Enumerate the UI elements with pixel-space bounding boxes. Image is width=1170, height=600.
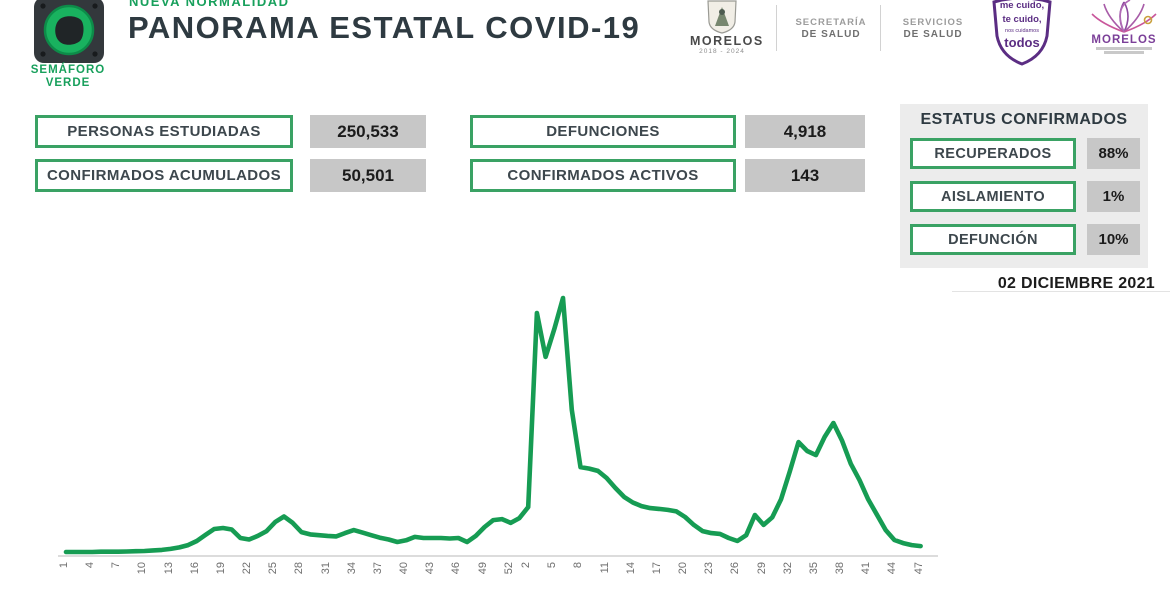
lotus-icon — [1091, 0, 1157, 33]
x-axis-tick-label: 44 — [886, 562, 899, 575]
shield-line1: me cuido, — [999, 0, 1045, 11]
x-axis-tick-label: 10 — [136, 562, 149, 575]
stat-value-defunciones: 4,918 — [745, 115, 865, 148]
secretaria-de-salud-logo: SECRETARÍA DE SALUD — [789, 17, 873, 41]
logo-divider — [776, 5, 777, 51]
morelos-brand-tagline-bar — [1104, 51, 1144, 54]
status-value-recuperados: 88% — [1087, 138, 1140, 169]
status-label-defuncion: DEFUNCIÓN — [910, 224, 1076, 255]
coat-of-arms-icon — [707, 0, 737, 34]
weekly-cases-chart: 1 4 7 10 13 16 19 22 25 28 31 34 37 40 43 46 49 52 2 5 8 11 14… — [0, 290, 960, 595]
stat-label-confirmados-acumulados: CONFIRMADOS ACUMULADOS — [35, 159, 293, 192]
shield-line3: nos cuidamos — [1005, 28, 1039, 34]
status-label-aislamiento: AISLAMIENTO — [910, 181, 1076, 212]
morelos-brand-tagline-bar — [1096, 47, 1152, 50]
x-axis-tick-label: 32 — [781, 562, 794, 575]
nueva-normalidad-badge: NUEVA NORMALIDAD — [129, 0, 290, 9]
x-axis-tick-label: 26 — [729, 562, 742, 575]
status-label-recuperados: RECUPERADOS — [910, 138, 1076, 169]
x-axis-tick-label: 7 — [110, 562, 123, 569]
x-axis-tick-label: 38 — [834, 562, 847, 575]
stat-value-confirmados-acumulados: 50,501 — [310, 159, 426, 192]
x-axis-tick-label: 43 — [424, 562, 437, 575]
x-axis-tick-label: 35 — [807, 562, 820, 575]
x-axis-tick-label: 52 — [502, 562, 515, 575]
stat-value-personas-estudiadas: 250,533 — [310, 115, 426, 148]
x-axis-tick-label: 11 — [598, 562, 611, 574]
x-axis-tick-label: 16 — [188, 562, 201, 575]
me-cuido-shield-logo: me cuido, te cuido, nos cuidamos todos — [986, 0, 1058, 66]
coat-of-arms-name: MORELOS — [690, 34, 764, 48]
x-axis-tick-label: 37 — [371, 562, 384, 575]
x-axis-tick-label: 8 — [572, 562, 585, 569]
x-axis-tick-label: 23 — [703, 562, 716, 575]
servicios-line1: SERVICIOS — [902, 17, 964, 28]
semaforo-label-line2: VERDE — [45, 76, 91, 89]
x-axis-tick-label: 1 — [58, 562, 70, 569]
semaforo-label: SEMÁFORO VERDE — [20, 64, 116, 89]
x-axis-tick-label: 41 — [860, 562, 873, 575]
stat-label-defunciones: DEFUNCIONES — [470, 115, 736, 148]
epidemic-curve-line — [58, 295, 938, 557]
x-axis-tick-label: 13 — [162, 562, 175, 575]
shield-line2: te cuido, — [1002, 14, 1042, 25]
servicios-line2: DE SALUD — [903, 29, 963, 40]
coat-of-arms-logo: MORELOS 2018 - 2024 — [690, 0, 764, 55]
x-axis-tick-label: 28 — [293, 562, 306, 575]
divider-line — [952, 291, 1170, 292]
x-axis-tick-label: 20 — [677, 562, 690, 575]
x-axis-tick-label: 49 — [476, 562, 489, 575]
x-axis-tick-label: 47 — [912, 562, 925, 575]
stat-label-confirmados-activos: CONFIRMADOS ACTIVOS — [470, 159, 736, 192]
report-date: 02 DICIEMBRE 2021 — [997, 275, 1155, 292]
x-axis-tick-label: 2 — [520, 562, 533, 569]
cases-line-series — [63, 295, 923, 555]
shield-outline-icon — [992, 0, 1052, 66]
x-axis-tick-label: 4 — [84, 562, 97, 569]
page-title: PANORAMA ESTATAL COVID-19 — [128, 10, 641, 45]
morelos-brand-logo: MORELOS — [1086, 0, 1162, 55]
x-axis-tick-label: 46 — [450, 562, 463, 575]
stat-value-confirmados-activos: 143 — [745, 159, 865, 192]
x-axis-tick-label: 34 — [345, 562, 358, 575]
status-value-aislamiento: 1% — [1087, 181, 1140, 212]
x-axis-tick-label: 25 — [267, 562, 280, 575]
secretaria-line2: DE SALUD — [801, 29, 861, 40]
x-axis-tick-label: 5 — [546, 562, 559, 569]
secretaria-line1: SECRETARÍA — [795, 17, 867, 28]
semaforo-label-line1: SEMÁFORO — [30, 64, 106, 76]
x-axis-tick-label: 31 — [319, 562, 332, 575]
x-axis-tick-label: 19 — [214, 562, 227, 575]
x-axis-tick-label: 17 — [650, 562, 663, 575]
servicios-de-salud-logo: SERVICIOS DE SALUD — [891, 17, 975, 41]
x-axis-tick-label: 29 — [755, 562, 768, 575]
coat-of-arms-years: 2018 - 2024 — [699, 48, 745, 55]
x-axis-tick-label: 22 — [241, 562, 254, 575]
stat-label-personas-estudiadas: PERSONAS ESTUDIADAS — [35, 115, 293, 148]
status-value-defuncion: 10% — [1087, 224, 1140, 255]
shield-line4: todos — [1004, 35, 1040, 50]
estatus-panel-title: ESTATUS CONFIRMADOS — [920, 111, 1128, 128]
x-axis-tick-label: 14 — [624, 562, 637, 575]
semaforo-verde-icon — [34, 0, 104, 63]
logo-divider — [880, 5, 881, 51]
x-axis-tick-label: 40 — [398, 562, 411, 575]
morelos-brand-name: MORELOS — [1091, 34, 1157, 46]
